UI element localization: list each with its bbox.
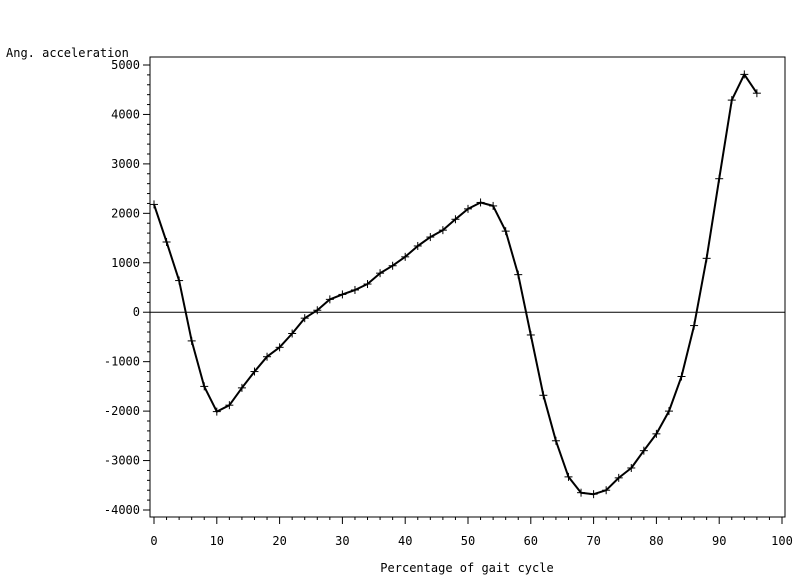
y-tick-label: 3000 <box>111 157 140 171</box>
data-point <box>740 70 749 79</box>
y-axis: 5000 4000 3000 2000 1000 0 -1000 -2000 -3000 -400… <box>104 58 150 517</box>
plot-frame <box>149 56 786 518</box>
data-point <box>476 198 485 207</box>
data-point <box>350 285 359 294</box>
y-tick-label: -2000 <box>104 404 140 418</box>
data-point <box>388 261 397 270</box>
data-point <box>614 473 623 482</box>
data-point <box>300 314 309 323</box>
x-tick-label: 10 <box>210 534 224 548</box>
y-tick-label: -3000 <box>104 454 140 468</box>
data-point <box>677 372 686 381</box>
data-point <box>627 463 636 472</box>
data-point <box>639 446 648 455</box>
y-tick-label: 1000 <box>111 256 140 270</box>
x-tick-label: 40 <box>398 534 412 548</box>
y-tick-label: 5000 <box>111 58 140 72</box>
y-tick-label: 0 <box>133 305 140 319</box>
data-point <box>539 391 548 400</box>
data-point <box>413 241 422 250</box>
data-point <box>401 252 410 261</box>
data-point <box>577 488 586 497</box>
x-tick-label: 50 <box>461 534 475 548</box>
x-tick-label: 70 <box>586 534 600 548</box>
y-tick-label: -4000 <box>104 503 140 517</box>
data-point <box>514 270 523 279</box>
data-point <box>526 330 535 339</box>
data-point <box>664 407 673 416</box>
data-point <box>564 472 573 481</box>
data-point <box>162 238 171 247</box>
data-point <box>200 382 209 391</box>
data-point <box>275 343 284 352</box>
x-tick-label: 90 <box>712 534 726 548</box>
data-point <box>652 429 661 438</box>
y-tick-label: 4000 <box>111 107 140 121</box>
data-point <box>150 200 158 209</box>
x-tick-label: 80 <box>649 534 663 548</box>
data-point <box>451 215 460 224</box>
series-line <box>153 73 758 496</box>
data-point <box>363 280 372 289</box>
data-point <box>752 89 761 98</box>
x-axis: 0 10 20 30 40 50 60 70 80 90 100 <box>150 517 793 548</box>
data-point <box>489 201 498 210</box>
data-point <box>288 329 297 338</box>
data-point <box>225 401 234 410</box>
data-point <box>727 96 736 105</box>
data-point <box>464 204 472 213</box>
x-tick-label: 0 <box>150 534 157 548</box>
data-point <box>263 352 272 361</box>
x-tick-label: 100 <box>771 534 793 548</box>
data-point <box>715 174 724 183</box>
data-point <box>589 490 598 499</box>
data-point <box>250 367 259 376</box>
data-point <box>237 383 246 392</box>
data-point <box>376 269 385 278</box>
data-point <box>551 436 560 445</box>
x-tick-label: 20 <box>272 534 286 548</box>
x-axis-title: Percentage of gait cycle <box>380 561 553 575</box>
data-point <box>438 226 447 235</box>
data-point <box>187 336 196 345</box>
data-point <box>702 254 711 263</box>
series-markers <box>150 70 761 499</box>
data-point <box>338 290 347 299</box>
y-axis-title: Ang. acceleration <box>6 46 129 60</box>
data-point <box>325 295 334 304</box>
data-point <box>602 486 611 495</box>
x-tick-label: 60 <box>524 534 538 548</box>
y-tick-label: -1000 <box>104 355 140 369</box>
data-point <box>501 227 510 236</box>
data-point <box>426 233 435 242</box>
data-point <box>212 407 221 416</box>
data-point <box>690 321 699 330</box>
y-tick-label: 2000 <box>111 206 140 220</box>
data-point <box>313 306 322 315</box>
data-point <box>175 276 184 285</box>
x-tick-label: 30 <box>335 534 349 548</box>
